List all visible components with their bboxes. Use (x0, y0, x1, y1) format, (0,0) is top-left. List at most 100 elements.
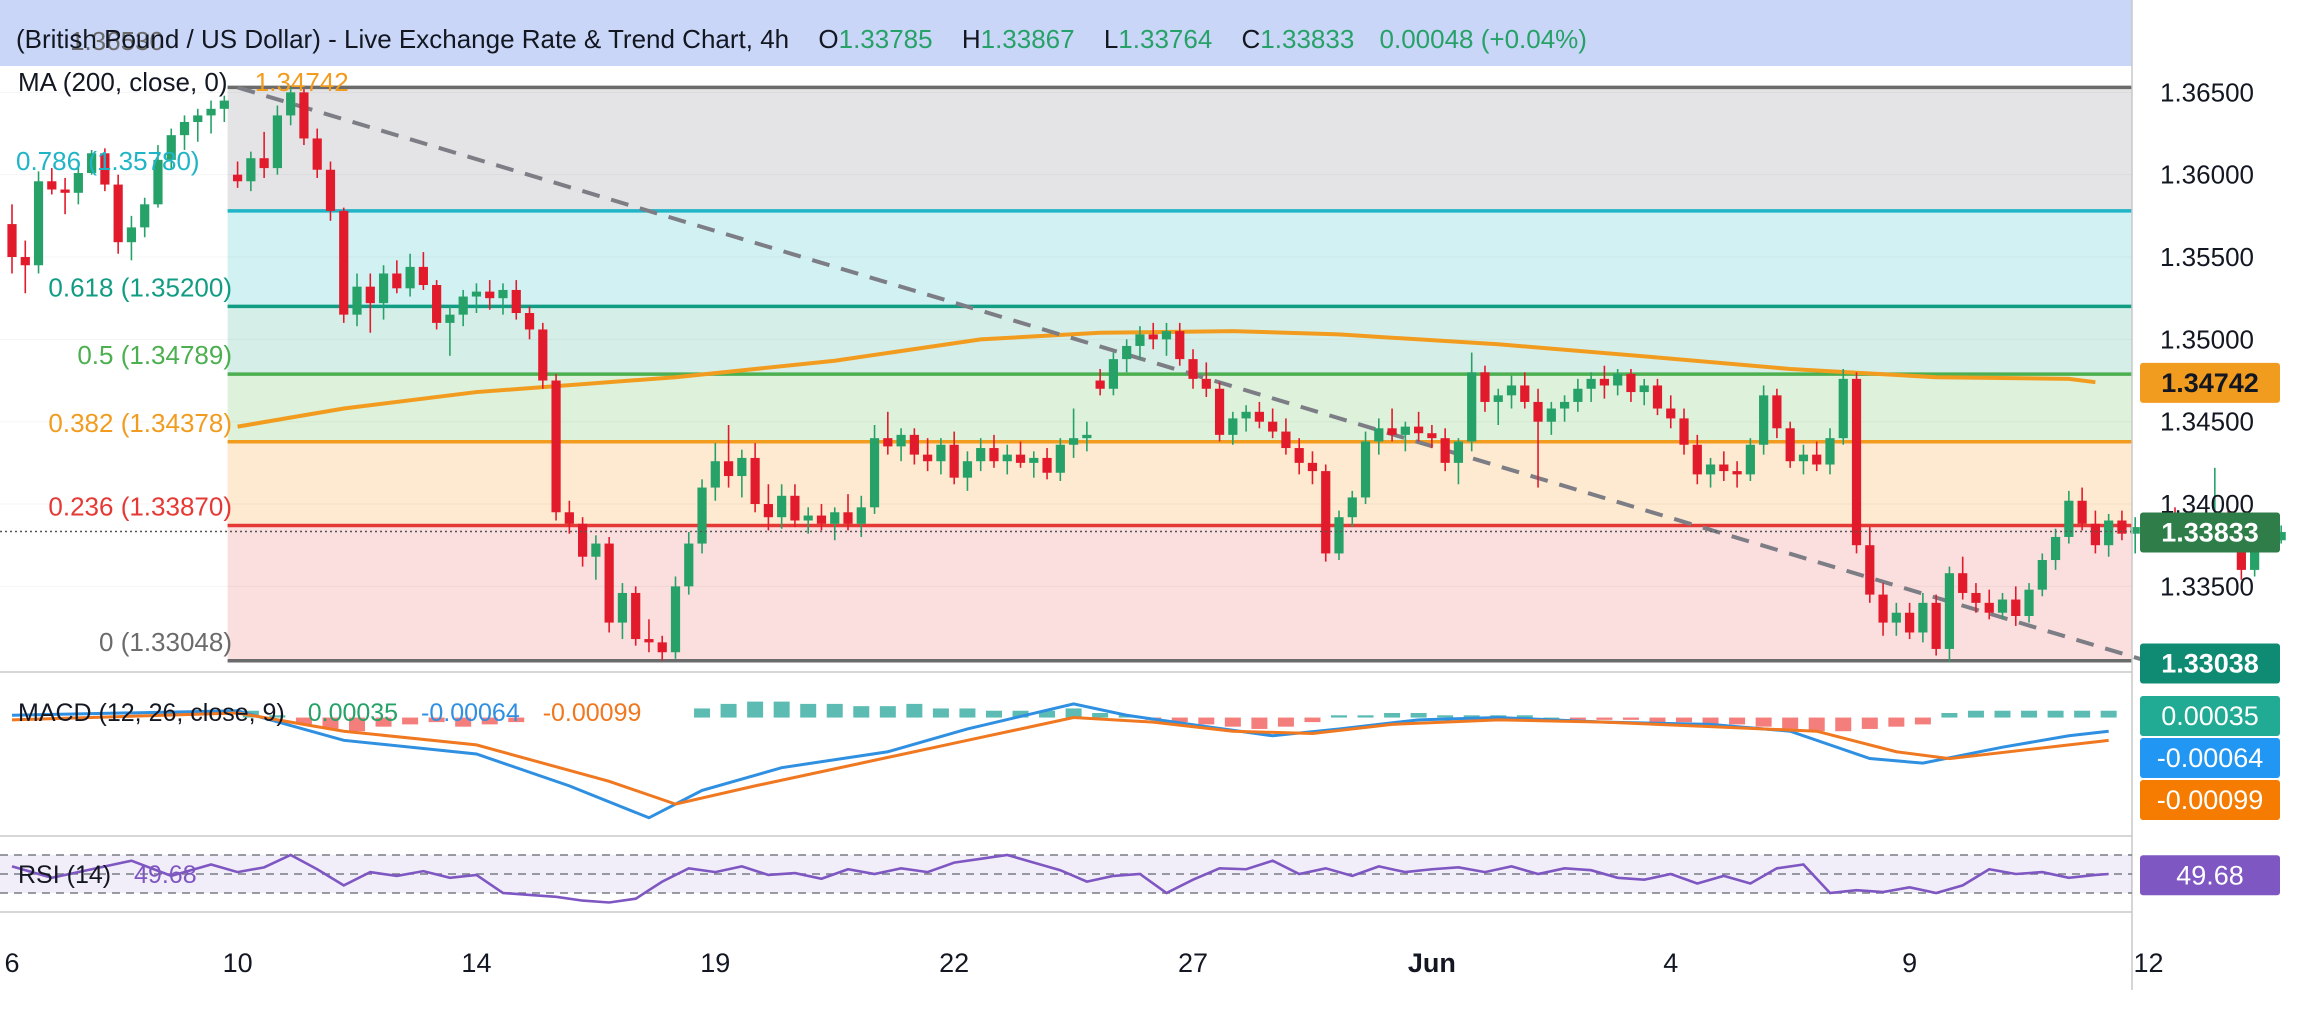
candle (538, 322, 548, 389)
candle-body (1666, 408, 1676, 419)
candle (670, 576, 681, 659)
macd-legend-label: MACD (12, 26, close, 9) (18, 699, 285, 727)
price-axis[interactable]: 1.365001.360001.355001.350001.345001.340… (2160, 77, 2254, 601)
macd-histogram-bar (906, 703, 923, 718)
candle (1506, 375, 1517, 409)
candle-body (1241, 411, 1251, 419)
fib-labels: 0.618 (1.35200) 0.5 (1.34789) 0.382 (1.343… (48, 272, 232, 656)
candle (140, 197, 150, 238)
candle-body (1573, 388, 1583, 402)
candle-body (657, 642, 667, 653)
macd-histogram-bar (1092, 713, 1109, 718)
candle-body (803, 515, 813, 521)
macd-signal-line (11, 711, 2109, 806)
candle (1467, 352, 1477, 452)
candle-body (1586, 378, 1596, 389)
candle-body (405, 266, 415, 289)
macd-histogram-bar (1941, 713, 1958, 718)
macd-histogram-bar (1331, 715, 1347, 718)
ohlc-o-value: 1.33785 (839, 24, 933, 54)
time-axis[interactable]: 6 10 14 19 22 27 Jun 4 9 12 (4, 948, 2163, 978)
candle (153, 145, 163, 208)
candle (286, 87, 296, 126)
candle-body (1613, 373, 1623, 386)
candle (33, 171, 44, 274)
macd-histogram-bar (481, 717, 498, 725)
candle-body (113, 184, 123, 243)
overlaid-fib-786: 0.786 (1.35780) (16, 146, 200, 176)
candle (179, 115, 190, 150)
candle-body (697, 487, 707, 544)
candle (432, 280, 442, 330)
macd-pane[interactable] (11, 701, 2117, 820)
candle-body (1042, 457, 1052, 473)
candle-body (856, 507, 866, 524)
macd-histogram-bar (1729, 717, 1746, 725)
candle-body (1254, 411, 1264, 422)
candle (2077, 487, 2087, 531)
macd-histogram-bar (402, 717, 419, 725)
candle-body (909, 434, 919, 455)
candle-body (1453, 441, 1464, 463)
candle (1984, 589, 1994, 620)
candle (551, 373, 561, 521)
candle-body (1851, 378, 1862, 546)
candle-body (1546, 408, 1556, 422)
candle-body (1520, 385, 1530, 402)
candle (365, 273, 375, 333)
candle-body (1201, 378, 1211, 389)
candle (976, 438, 986, 472)
candle-body (153, 159, 163, 205)
candle-body (1891, 612, 1901, 623)
fib-zone-0.236 (227, 525, 2133, 661)
candle (87, 149, 97, 175)
candle (1838, 369, 1848, 445)
candle (578, 517, 588, 567)
candle-body (1493, 395, 1503, 402)
candle-body (538, 329, 548, 381)
macd-histogram-bar (1569, 717, 1586, 720)
candle-body (2117, 520, 2127, 534)
macd-histogram-bar (322, 717, 339, 729)
rsi-badge-text: 49.68 (2176, 860, 2244, 890)
macd-badge-text: -0.00099 (2157, 785, 2264, 815)
candle (1679, 408, 1689, 455)
candle (869, 424, 880, 514)
macd-histogram-bar (1304, 717, 1321, 723)
fib-label-0.236: 0.236 (1.33870) (48, 491, 232, 521)
candle-body (166, 135, 176, 160)
candle-body (365, 286, 375, 304)
macd-badge-bg (2140, 738, 2280, 778)
candle-body (1719, 464, 1729, 472)
macd-histogram-bar (1012, 710, 1029, 718)
macd-histogram-bar (1437, 715, 1454, 718)
candle (1772, 388, 1782, 439)
rsi-legend: RSI (14) 49.68 (18, 861, 197, 889)
rsi-pane[interactable] (0, 853, 2132, 904)
candle (126, 215, 137, 261)
candle (445, 306, 455, 356)
candle-body (790, 495, 800, 521)
candle-body (1334, 517, 1344, 554)
ohlc-o-label: O (818, 24, 838, 54)
candle-body (1055, 444, 1065, 473)
candle-body (737, 457, 747, 477)
candle (1440, 428, 1450, 472)
macd-histogram-bar (932, 708, 949, 718)
main-price-pane[interactable]: 0.618 (1.35200) 0.5 (1.34789) 0.382 (1.343… (0, 0, 2286, 668)
candle (1029, 451, 1039, 478)
candle (1042, 448, 1052, 480)
candle-body (126, 227, 137, 243)
candle-body (869, 438, 880, 508)
candle (777, 484, 787, 529)
candle (2104, 513, 2114, 557)
ohlc-l-value: 1.33764 (1118, 24, 1212, 54)
candle-body (7, 224, 17, 258)
ohlc-h-value: 1.33867 (981, 24, 1075, 54)
candle (1360, 431, 1371, 505)
candle (2024, 583, 2034, 623)
candle-body (923, 454, 933, 462)
candle (1533, 388, 1543, 488)
candle (1825, 428, 1835, 475)
candle-body (883, 438, 893, 447)
